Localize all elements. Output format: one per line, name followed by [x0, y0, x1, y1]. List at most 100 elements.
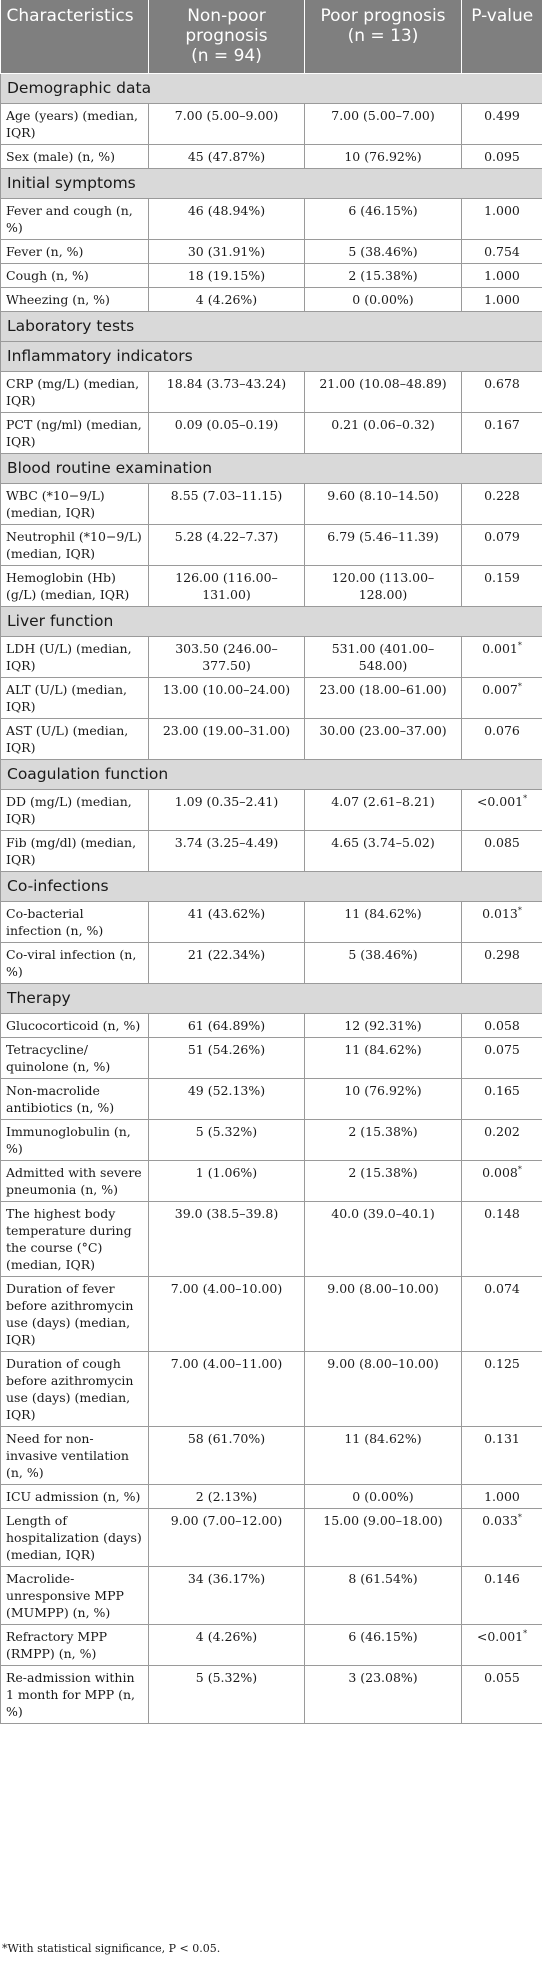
p-value-cell: 0.131: [461, 1425, 542, 1485]
table-row: PCT (ng/ml) (median, IQR) 0.09 (0.05–0.19…: [0, 411, 542, 454]
table-row: Admitted with severe pneumonia (n, %) 1 (…: [0, 1159, 542, 1202]
p-value-cell: <0.001*: [461, 1623, 542, 1666]
section-header-row: Laboratory tests: [0, 310, 542, 342]
poor-value: 6 (46.15%): [304, 197, 462, 240]
section-title: Laboratory tests: [0, 310, 542, 342]
p-value: 0.095: [484, 148, 520, 164]
characteristic-label: WBC (*10−9/L) (median, IQR): [0, 482, 149, 525]
characteristic-label: Re-admission within 1 month for MPP (n, …: [0, 1664, 149, 1724]
header-poor-prognosis: Poor prognosis (n = 13): [304, 0, 462, 74]
characteristic-label: Duration of cough before azithromycin us…: [0, 1350, 149, 1427]
non-poor-value: 34 (36.17%): [148, 1565, 305, 1625]
section-title: Blood routine examination: [0, 452, 542, 484]
table-row: Need for non-invasive ventilation (n, %)…: [0, 1425, 542, 1485]
significance-marker: *: [517, 640, 522, 650]
section-header-row: Demographic data: [0, 72, 542, 104]
characteristic-label: LDH (U/L) (median, IQR): [0, 635, 149, 678]
characteristic-label: Refractory MPP (RMPP) (n, %): [0, 1623, 149, 1666]
p-value: 1.000: [484, 267, 520, 283]
non-poor-value: 18 (19.15%): [148, 262, 305, 288]
non-poor-value: 23.00 (19.00–31.00): [148, 717, 305, 760]
p-value-cell: 1.000: [461, 262, 542, 288]
poor-value: 0 (0.00%): [304, 1483, 462, 1509]
table-row: Duration of fever before azithromycin us…: [0, 1275, 542, 1352]
p-value-cell: 0.058: [461, 1012, 542, 1038]
characteristic-label: Fib (mg/dl) (median, IQR): [0, 829, 149, 872]
characteristic-label: Fever (n, %): [0, 238, 149, 264]
non-poor-value: 2 (2.13%): [148, 1483, 305, 1509]
table-row: Fib (mg/dl) (median, IQR) 3.74 (3.25–4.49…: [0, 829, 542, 872]
non-poor-value: 303.50 (246.00–377.50): [148, 635, 305, 678]
characteristic-label: DD (mg/L) (median, IQR): [0, 788, 149, 831]
p-value: 0.228: [484, 487, 520, 503]
p-value: 0.075: [484, 1041, 520, 1057]
table-row: Tetracycline/ quinolone (n, %) 51 (54.26%…: [0, 1036, 542, 1079]
characteristic-label: ICU admission (n, %): [0, 1483, 149, 1509]
section-title: Therapy: [0, 982, 542, 1014]
poor-value: 120.00 (113.00–128.00): [304, 564, 462, 607]
p-value-cell: 0.079: [461, 523, 542, 566]
p-value-cell: 0.159: [461, 564, 542, 607]
non-poor-value: 39.0 (38.5–39.8): [148, 1200, 305, 1277]
p-value: 1.000: [484, 1488, 520, 1504]
p-value: 0.079: [484, 528, 520, 544]
p-value-cell: 0.148: [461, 1200, 542, 1277]
table-row: Re-admission within 1 month for MPP (n, …: [0, 1664, 542, 1724]
characteristic-label: Hemoglobin (Hb) (g/L) (median, IQR): [0, 564, 149, 607]
table-row: Non-macrolide antibiotics (n, %) 49 (52.1…: [0, 1077, 542, 1120]
p-value: 0.131: [484, 1430, 520, 1446]
section-header-row: Initial symptoms: [0, 167, 542, 199]
poor-value: 4.07 (2.61–8.21): [304, 788, 462, 831]
p-value: 0.076: [484, 722, 520, 738]
characteristic-label: Co-viral infection (n, %): [0, 941, 149, 984]
poor-value: 531.00 (401.00–548.00): [304, 635, 462, 678]
p-value: 0.001: [482, 640, 518, 656]
characteristics-table: Characteristics Non-poor prognosis (n = …: [0, 0, 542, 1724]
poor-value: 11 (84.62%): [304, 1425, 462, 1485]
p-value-cell: 0.075: [461, 1036, 542, 1079]
non-poor-value: 18.84 (3.73–43.24): [148, 370, 305, 413]
poor-value: 23.00 (18.00–61.00): [304, 676, 462, 719]
p-value: 0.202: [484, 1123, 520, 1139]
characteristic-label: Glucocorticoid (n, %): [0, 1012, 149, 1038]
p-value: 0.167: [484, 416, 520, 432]
table-row: Co-viral infection (n, %) 21 (22.34%) 5 (3…: [0, 941, 542, 984]
non-poor-value: 5 (5.32%): [148, 1664, 305, 1724]
characteristic-label: Tetracycline/ quinolone (n, %): [0, 1036, 149, 1079]
p-value-cell: 0.074: [461, 1275, 542, 1352]
section-title: Co-infections: [0, 870, 542, 902]
poor-value: 9.00 (8.00–10.00): [304, 1275, 462, 1352]
p-value-cell: 0.678: [461, 370, 542, 413]
table-row: Age (years) (median, IQR) 7.00 (5.00–9.00…: [0, 102, 542, 145]
poor-value: 6.79 (5.46–11.39): [304, 523, 462, 566]
non-poor-value: 4 (4.26%): [148, 286, 305, 312]
poor-value: 9.00 (8.00–10.00): [304, 1350, 462, 1427]
header-poor-line2: (n = 13): [347, 26, 419, 46]
characteristic-label: Wheezing (n, %): [0, 286, 149, 312]
p-value-cell: 0.095: [461, 143, 542, 169]
non-poor-value: 49 (52.13%): [148, 1077, 305, 1120]
section-header-row: Liver function: [0, 605, 542, 637]
non-poor-value: 9.00 (7.00–12.00): [148, 1507, 305, 1567]
non-poor-value: 1.09 (0.35–2.41): [148, 788, 305, 831]
characteristic-label: Immunoglobulin (n, %): [0, 1118, 149, 1161]
table-row: Cough (n, %) 18 (19.15%) 2 (15.38%) 1.000: [0, 262, 542, 288]
table-row: Wheezing (n, %) 4 (4.26%) 0 (0.00%) 1.000: [0, 286, 542, 312]
p-value-cell: 0.202: [461, 1118, 542, 1161]
section-title: Liver function: [0, 605, 542, 637]
significance-footnote: *With statistical significance, P < 0.05…: [2, 1942, 221, 1955]
p-value-cell: 0.298: [461, 941, 542, 984]
header-characteristics: Characteristics: [0, 0, 149, 74]
p-value-cell: 0.008*: [461, 1159, 542, 1202]
non-poor-value: 30 (31.91%): [148, 238, 305, 264]
table-row: The highest body temperature during the …: [0, 1200, 542, 1277]
non-poor-value: 1 (1.06%): [148, 1159, 305, 1202]
p-value-cell: 0.007*: [461, 676, 542, 719]
characteristic-label: PCT (ng/ml) (median, IQR): [0, 411, 149, 454]
non-poor-value: 5 (5.32%): [148, 1118, 305, 1161]
characteristic-label: The highest body temperature during the …: [0, 1200, 149, 1277]
characteristic-label: AST (U/L) (median, IQR): [0, 717, 149, 760]
p-value-cell: 0.754: [461, 238, 542, 264]
table-row: Fever (n, %) 30 (31.91%) 5 (38.46%) 0.754: [0, 238, 542, 264]
p-value: 0.678: [484, 375, 520, 391]
